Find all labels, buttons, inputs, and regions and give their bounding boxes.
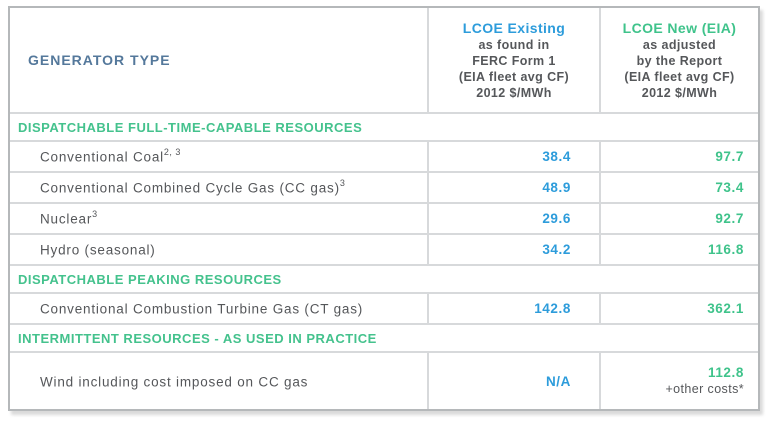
lcoe-comparison-table: GENERATOR TYPE LCOE Existing as found in…	[8, 6, 760, 411]
generator-type-label: Nuclear	[40, 211, 93, 227]
lcoe-new-subtitle-line: by the Report	[636, 53, 723, 68]
lcoe-new-value: 116.8	[707, 241, 744, 257]
lcoe-existing-cell: 48.9	[429, 173, 601, 202]
generator-type-header-cell: GENERATOR TYPE	[10, 8, 429, 112]
section-header-row: DISPATCHABLE FULL-TIME-CAPABLE RESOURCES	[10, 114, 758, 142]
lcoe-new-cell: 73.4	[601, 173, 758, 202]
lcoe-new-subtitle-line: (EIA fleet avg CF)	[624, 69, 735, 84]
lcoe-new-title: LCOE New (EIA)	[622, 19, 737, 36]
lcoe-new-value: 97.7	[715, 148, 744, 164]
generator-type-cell: Conventional Combined Cycle Gas (CC gas)…	[10, 173, 429, 202]
lcoe-existing-value: 38.4	[542, 149, 571, 164]
lcoe-existing-cell: 38.4	[429, 142, 601, 171]
section-header-row: INTERMITTENT RESOURCES - AS USED IN PRAC…	[10, 325, 758, 353]
lcoe-new-cell: 362.1	[601, 294, 758, 323]
lcoe-existing-subtitle-line: as found in	[478, 37, 550, 52]
lcoe-existing-value: 34.2	[542, 242, 571, 257]
lcoe-new-cell: 116.8	[601, 235, 758, 264]
table-row: Nuclear3 29.6 92.7	[10, 204, 758, 235]
lcoe-new-value: 362.1	[707, 300, 744, 316]
lcoe-new-value: 92.7	[715, 210, 744, 226]
generator-type-cell: Hydro (seasonal)	[10, 235, 429, 264]
lcoe-existing-value: 48.9	[542, 180, 571, 195]
table-row: Conventional Combined Cycle Gas (CC gas)…	[10, 173, 758, 204]
lcoe-new-header-cell: LCOE New (EIA) as adjusted by the Report…	[601, 8, 758, 112]
table-row: Wind including cost imposed on CC gas N/…	[10, 353, 758, 409]
lcoe-new-value: 73.4	[715, 179, 744, 195]
lcoe-existing-subtitle-line: FERC Form 1	[472, 53, 556, 68]
generator-type-label: Conventional Combustion Turbine Gas (CT …	[40, 301, 364, 317]
lcoe-existing-subtitle-line: 2012 $/MWh	[476, 85, 552, 100]
generator-type-label: Conventional Coal	[40, 149, 164, 165]
generator-type-label: Wind including cost imposed on CC gas	[40, 374, 309, 390]
lcoe-existing-value: 29.6	[542, 211, 571, 226]
generator-type-cell: Nuclear3	[10, 204, 429, 233]
lcoe-new-cell: 97.7	[601, 142, 758, 171]
footnote-superscript: 3	[339, 178, 346, 189]
table-header-row: GENERATOR TYPE LCOE Existing as found in…	[10, 8, 758, 114]
table-row: Conventional Coal2, 3 38.4 97.7	[10, 142, 758, 173]
lcoe-new-note: +other costs*	[665, 382, 744, 396]
lcoe-new-cell: 112.8 +other costs*	[601, 353, 758, 409]
section-header-row: DISPATCHABLE PEAKING RESOURCES	[10, 266, 758, 294]
section-header-label: INTERMITTENT RESOURCES - AS USED IN PRAC…	[18, 330, 377, 346]
generator-type-cell: Conventional Combustion Turbine Gas (CT …	[10, 294, 429, 323]
lcoe-existing-cell: 29.6	[429, 204, 601, 233]
section-header-label: DISPATCHABLE PEAKING RESOURCES	[18, 271, 282, 287]
table-row: Conventional Combustion Turbine Gas (CT …	[10, 294, 758, 325]
generator-type-cell: Conventional Coal2, 3	[10, 142, 429, 171]
lcoe-existing-value: 142.8	[534, 301, 571, 316]
generator-type-label: Hydro (seasonal)	[40, 242, 156, 258]
lcoe-existing-cell: 142.8	[429, 294, 601, 323]
lcoe-existing-cell: 34.2	[429, 235, 601, 264]
lcoe-existing-title: LCOE Existing	[462, 19, 566, 36]
lcoe-existing-value: N/A	[545, 373, 571, 389]
section-header-label: DISPATCHABLE FULL-TIME-CAPABLE RESOURCES	[18, 119, 363, 135]
lcoe-existing-header-cell: LCOE Existing as found in FERC Form 1 (E…	[429, 8, 601, 112]
lcoe-new-subtitle-line: as adjusted	[642, 37, 717, 52]
lcoe-new-subtitle-line: 2012 $/MWh	[641, 85, 718, 100]
table-body: DISPATCHABLE FULL-TIME-CAPABLE RESOURCES…	[10, 114, 758, 409]
lcoe-existing-subtitle-line: (EIA fleet avg CF)	[458, 69, 570, 84]
lcoe-new-value: 112.8	[707, 365, 744, 380]
footnote-superscript: 2, 3	[163, 147, 181, 158]
generator-type-header-label: GENERATOR TYPE	[28, 52, 171, 68]
lcoe-new-cell: 92.7	[601, 204, 758, 233]
lcoe-existing-cell: N/A	[429, 353, 601, 409]
generator-type-cell: Wind including cost imposed on CC gas	[10, 353, 429, 409]
footnote-superscript: 3	[92, 209, 98, 220]
generator-type-label: Conventional Combined Cycle Gas (CC gas)	[40, 180, 340, 196]
table-row: Hydro (seasonal) 34.2 116.8	[10, 235, 758, 266]
